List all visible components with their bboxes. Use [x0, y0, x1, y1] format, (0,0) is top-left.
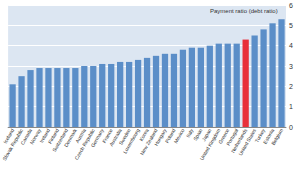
svg-text:Turkey: Turkey	[253, 127, 267, 144]
svg-text:New Zealand: New Zealand	[138, 127, 159, 156]
svg-text:Estonia: Estonia	[261, 127, 276, 145]
svg-text:Australia: Australia	[107, 127, 123, 148]
svg-text:Japan: Japan	[200, 127, 213, 143]
svg-text:Slovak Republic: Slovak Republic	[1, 127, 25, 162]
svg-text:Norway: Norway	[28, 127, 43, 146]
svg-text:Hungary: Hungary	[153, 127, 168, 147]
svg-text:1: 1	[289, 103, 293, 110]
svg-text:Italy: Italy	[184, 127, 195, 139]
svg-text:Canada: Canada	[19, 127, 34, 146]
svg-text:0: 0	[289, 124, 293, 131]
svg-text:Portugal: Portugal	[224, 127, 240, 147]
svg-text:Czech Republic: Czech Republic	[73, 127, 96, 161]
svg-text:Switzerland: Switzerland	[50, 127, 69, 153]
svg-text:Belgium: Belgium	[270, 127, 284, 146]
svg-text:Payment ratio (debt ratio): Payment ratio (debt ratio)	[210, 8, 278, 14]
svg-text:Sweden: Sweden	[117, 127, 132, 147]
svg-text:6: 6	[289, 2, 293, 9]
svg-text:Netherlands: Netherlands	[229, 127, 249, 154]
svg-text:Spain: Spain	[191, 127, 204, 142]
svg-text:Germany: Germany	[89, 127, 105, 149]
svg-text:2: 2	[289, 83, 293, 90]
svg-text:Iceland: Iceland	[2, 127, 16, 145]
svg-text:Austria: Austria	[74, 127, 87, 144]
svg-text:Greece: Greece	[217, 127, 231, 145]
svg-text:Poland: Poland	[163, 127, 177, 144]
svg-text:Luxembourg: Luxembourg	[122, 127, 141, 154]
svg-text:Denmark: Denmark	[62, 127, 78, 148]
svg-text:Mexico: Mexico	[172, 127, 186, 145]
svg-text:5: 5	[289, 22, 293, 29]
svg-text:3: 3	[289, 63, 293, 70]
svg-text:United States: United States	[237, 127, 258, 157]
svg-text:Korea: Korea	[137, 127, 150, 142]
svg-text:Ireland: Ireland	[38, 127, 51, 144]
svg-text:France: France	[100, 127, 114, 144]
svg-text:United Kingdom: United Kingdom	[198, 127, 221, 161]
svg-text:Finland: Finland	[46, 127, 60, 145]
svg-text:4: 4	[289, 42, 293, 49]
